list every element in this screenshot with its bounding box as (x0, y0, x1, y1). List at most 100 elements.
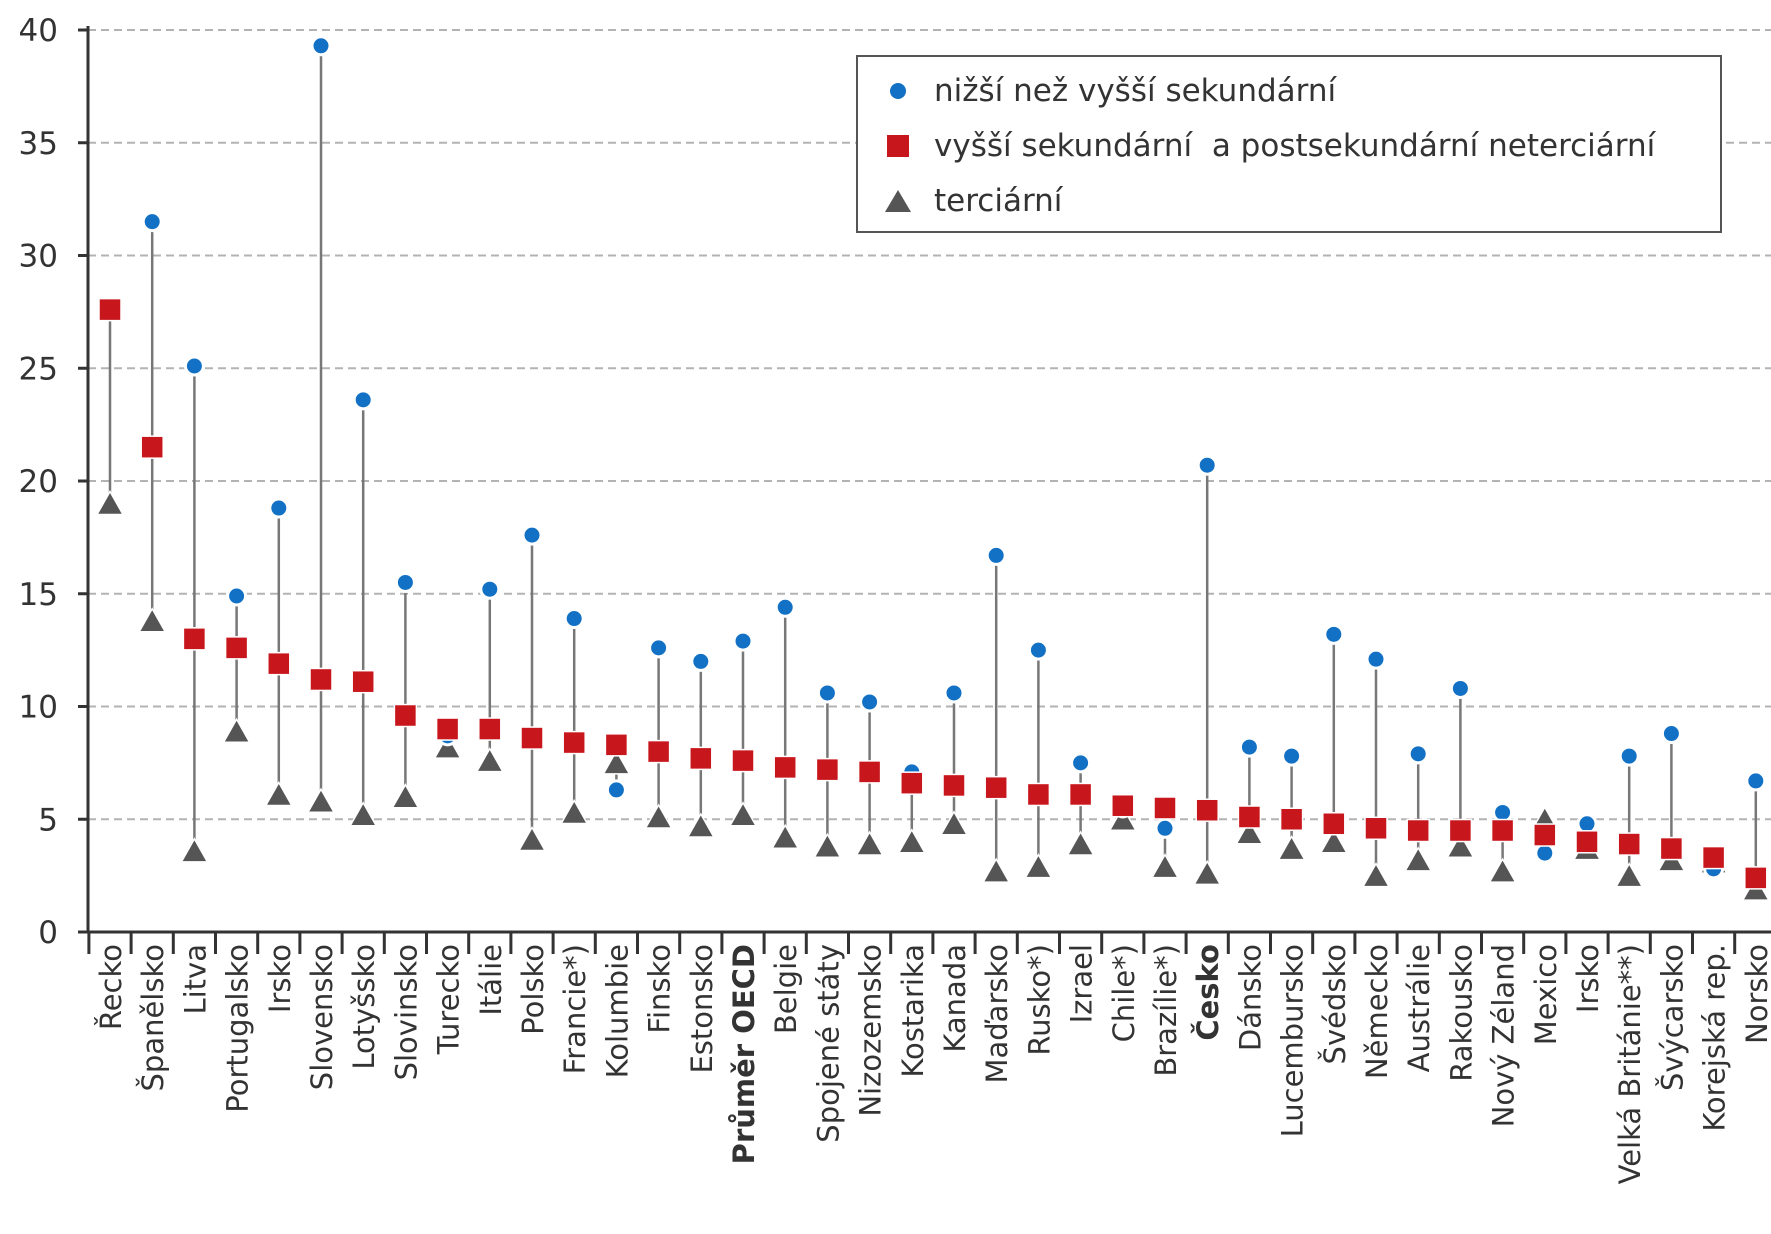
tertiary-marker (1066, 830, 1095, 856)
category-label: Lucembursko (1276, 944, 1310, 1137)
tertiary-marker (1235, 819, 1264, 845)
category-label: Irsko (1571, 944, 1605, 1013)
category-label: Velká Británie**) (1613, 944, 1647, 1184)
upper-secondary-marker (98, 297, 122, 322)
upper-secondary-marker (351, 669, 375, 694)
upper-secondary-marker (1195, 798, 1219, 822)
upper-secondary-marker (604, 733, 629, 757)
upper-secondary-marker (1617, 832, 1641, 856)
legend-label: nižší než vyšší sekundární (934, 73, 1337, 109)
category-label: Nový Zéland (1487, 944, 1521, 1127)
tertiary-marker (348, 801, 378, 827)
upper-secondary-marker (1575, 830, 1599, 854)
category-label: Brazílie*) (1149, 944, 1183, 1077)
tertiary-marker (939, 810, 969, 836)
lower-secondary-marker (352, 389, 374, 411)
tertiary-marker (1024, 853, 1053, 879)
upper-secondary-marker (900, 771, 924, 795)
category-label: Korejská rep. (1698, 944, 1732, 1132)
legend-label: terciární (934, 183, 1063, 219)
lower-secondary-marker (985, 544, 1007, 566)
lower-secondary-marker (394, 571, 416, 593)
lower-secondary-marker (1618, 745, 1640, 767)
legend: nižší než vyšší sekundární vyšší sekundá… (856, 55, 1722, 233)
category-label: Německo (1360, 944, 1394, 1079)
tertiary-marker (222, 717, 251, 744)
legend-item-upper-secondary: vyšší sekundární a postsekundární neterc… (878, 124, 1655, 168)
upper-secondary-marker (984, 775, 1008, 800)
category-label: Slovinsko (389, 944, 423, 1080)
tertiary-marker (686, 812, 716, 838)
lower-secondary-marker (943, 682, 965, 704)
legend-label: vyšší sekundární a postsekundární neterc… (934, 128, 1656, 164)
category-label: Irsko (263, 944, 297, 1013)
upper-secondary-marker (224, 636, 249, 660)
upper-secondary-marker (393, 703, 418, 728)
y-tick-label: 20 (19, 464, 58, 500)
upper-secondary-marker (857, 760, 882, 784)
tertiary-marker (1488, 857, 1517, 883)
category-label: Švédsko (1318, 944, 1352, 1064)
tertiary-marker (475, 747, 505, 773)
category-label: Španělsko (136, 944, 170, 1091)
upper-secondary-marker (942, 773, 966, 798)
tertiary-marker (1150, 853, 1180, 879)
triangle-marker-icon (878, 186, 918, 216)
category-label: Litva (178, 944, 212, 1015)
lower-secondary-marker (1281, 745, 1303, 767)
tertiary-marker (897, 828, 927, 854)
category-label: Lotyšsko (347, 944, 381, 1070)
category-label: Turecko (432, 944, 466, 1055)
lower-secondary-marker (226, 585, 248, 607)
y-tick-label: 40 (19, 13, 58, 49)
upper-secondary-marker (1026, 782, 1051, 807)
upper-secondary-marker (1237, 805, 1262, 829)
tertiary-marker (644, 803, 673, 829)
lower-secondary-marker (648, 637, 670, 659)
category-label: Řecko (94, 944, 128, 1030)
lower-secondary-marker (732, 630, 754, 652)
category-label: Rusko*) (1022, 944, 1056, 1056)
y-tick-label: 30 (19, 239, 58, 275)
tertiary-marker (433, 733, 462, 759)
category-label: Estonsko (685, 944, 719, 1074)
category-label: Maďarsko (980, 944, 1014, 1084)
upper-secondary-marker (1322, 812, 1346, 836)
lower-secondary-marker (1238, 736, 1260, 758)
tertiary-marker (1192, 859, 1222, 886)
category-label: Nizozemsko (854, 944, 888, 1117)
legend-item-lower-secondary: nižší než vyšší sekundární (878, 69, 1336, 113)
upper-secondary-marker (815, 757, 840, 782)
upper-secondary-marker (1068, 782, 1093, 807)
category-label: Finsko (643, 944, 677, 1034)
category-label: Austrálie (1402, 944, 1436, 1072)
upper-secondary-marker (689, 746, 713, 771)
y-tick-label: 10 (19, 690, 58, 726)
lower-secondary-marker (183, 355, 205, 377)
category-label: Kolumbie (600, 944, 634, 1078)
circle-marker-icon (878, 76, 918, 106)
upper-secondary-marker (1701, 845, 1726, 870)
square-marker-icon (878, 131, 918, 161)
upper-secondary-marker (1533, 823, 1557, 847)
tertiary-marker (728, 801, 758, 827)
lower-secondary-marker (1154, 817, 1176, 839)
upper-secondary-marker (435, 717, 460, 741)
category-label: Itálie (474, 944, 508, 1016)
lower-secondary-marker (1196, 454, 1218, 476)
upper-secondary-marker (562, 730, 586, 755)
upper-secondary-marker (731, 748, 755, 773)
upper-secondary-marker (1744, 866, 1768, 890)
y-tick-label: 5 (38, 802, 58, 838)
y-tick-label: 15 (19, 577, 58, 613)
category-label: Portugalsko (221, 944, 255, 1113)
upper-secondary-marker (140, 435, 164, 459)
upper-secondary-marker (1406, 818, 1430, 843)
lower-secondary-marker (1323, 623, 1345, 645)
category-label: Kanada (938, 944, 972, 1053)
category-label: Česko (1191, 944, 1225, 1041)
lower-secondary-marker (1407, 743, 1429, 765)
lower-secondary-marker (563, 608, 585, 630)
category-label: Spojené státy (811, 944, 845, 1143)
